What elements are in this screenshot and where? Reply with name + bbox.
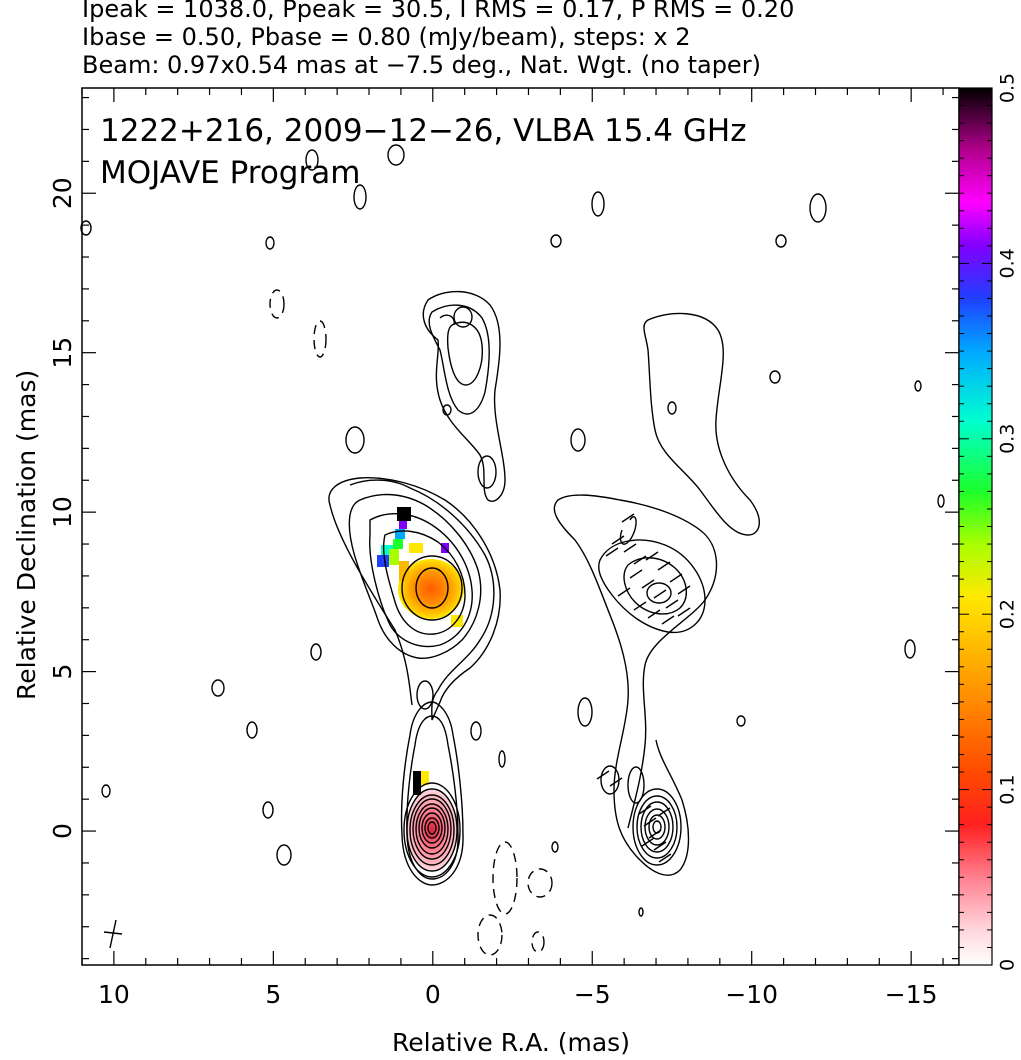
y-tick-label: 0 <box>48 823 77 839</box>
axis-ticks <box>81 88 959 965</box>
pol-pixel <box>421 771 429 785</box>
beam-marker <box>103 919 123 949</box>
evpa-stick <box>657 807 671 817</box>
evpa-stick <box>653 841 667 851</box>
negative-contours <box>269 289 553 956</box>
evpa-stick <box>611 535 625 545</box>
evpa-stick <box>658 853 672 863</box>
knot-polarization-patch <box>398 559 464 619</box>
noise-contours <box>80 144 945 917</box>
evpa-stick <box>643 817 657 827</box>
pol-pixel <box>389 549 399 565</box>
colorbar-tick-label: 0 <box>997 959 1019 971</box>
colorbar-tick-label: 0.5 <box>997 73 1019 103</box>
x-tick-label: −10 <box>725 980 778 1009</box>
x-tick-label: 5 <box>265 980 281 1009</box>
pol-pixel <box>399 561 409 581</box>
evpa-stick <box>641 837 655 847</box>
evpa-stick <box>633 555 647 565</box>
evpa-stick <box>661 615 675 625</box>
evpa-stick <box>609 777 623 787</box>
evpa-stick <box>669 573 683 583</box>
pol-pixel <box>395 529 405 539</box>
evpa-stick <box>645 551 659 561</box>
evpa-stick <box>648 829 662 839</box>
x-axis-label: Relative R.A. (mas) <box>392 1028 630 1057</box>
evpa-stick <box>657 561 671 571</box>
evpa-stick <box>638 805 652 815</box>
evpa-stick <box>629 569 643 579</box>
pol-pixel <box>381 545 393 555</box>
evpa-stick <box>605 547 619 557</box>
chart-title: 1222+216, 2009−12−26, VLBA 15.4 GHz <box>100 113 746 149</box>
colorbar-tick-label: 0.2 <box>997 599 1019 629</box>
evpa-stick <box>653 589 667 599</box>
polarization-overlay <box>377 507 464 870</box>
x-tick-label: 0 <box>425 980 441 1009</box>
outer-lobe-contours <box>345 290 586 741</box>
axis-tick-labels: 10 5 0 −5 −10 −15 0 5 10 15 20 <box>48 177 938 1009</box>
header-line-2: Ibase = 0.50, Pbase = 0.80 (mJy/beam), s… <box>82 23 691 51</box>
colorbar-ticks: 0 0.1 0.2 0.3 0.4 0.5 <box>959 73 1019 971</box>
y-tick-label: 15 <box>48 337 77 369</box>
evpa-stick <box>623 543 637 553</box>
colorbar-tick-label: 0.4 <box>997 248 1019 278</box>
chart-subtitle: MOJAVE Program <box>100 155 360 191</box>
x-tick-label: 10 <box>98 980 130 1009</box>
left-panel-contours <box>80 144 945 956</box>
y-axis-label: Relative Declination (mas) <box>12 369 41 700</box>
evpa-stick <box>617 587 631 597</box>
evpa-stick <box>596 770 610 780</box>
evpa-stick <box>665 599 679 609</box>
pol-pixel <box>413 771 421 795</box>
colorbar <box>958 87 993 966</box>
x-tick-label: −15 <box>885 980 938 1009</box>
header-line-3: Beam: 0.97x0.54 mas at −7.5 deg., Nat. W… <box>82 51 761 79</box>
right-panel-contours <box>553 312 760 876</box>
evpa-stick <box>633 601 647 611</box>
pol-pixel <box>399 521 407 529</box>
y-tick-label: 5 <box>48 664 77 680</box>
x-tick-label: −5 <box>574 980 611 1009</box>
evpa-stick <box>641 579 655 589</box>
evpa-stick <box>677 607 691 617</box>
header-line-1: Ipeak = 1038.0, Ppeak = 30.5, I RMS = 0.… <box>82 0 795 23</box>
evpa-stick <box>677 585 691 595</box>
colorbar-tick-label: 0.3 <box>997 424 1019 454</box>
pol-pixel <box>377 555 389 567</box>
evpa-stick <box>621 513 635 523</box>
knot-contours <box>328 477 501 721</box>
y-tick-label: 20 <box>48 177 77 209</box>
evpa-stick <box>647 609 661 619</box>
colorbar-tick-label: 0.1 <box>997 774 1019 804</box>
pol-pixel <box>393 539 403 549</box>
plot-frame <box>81 87 960 966</box>
pol-pixel <box>409 543 423 553</box>
y-tick-label: 10 <box>48 496 77 528</box>
evpa-sticks <box>596 513 691 863</box>
